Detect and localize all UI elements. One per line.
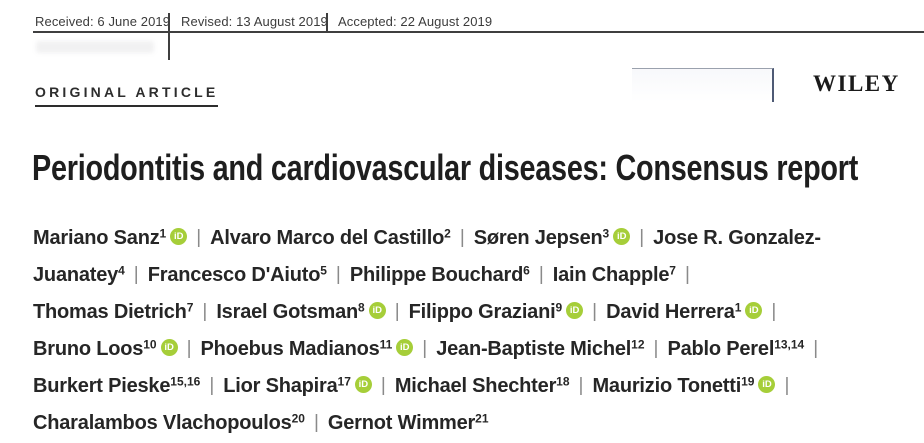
- author-affiliation-superscript: 15,16: [170, 374, 201, 389]
- author-affiliation-superscript: 19: [741, 374, 755, 389]
- author-separator: |: [186, 338, 192, 359]
- author-separator: |: [538, 264, 544, 285]
- author-affiliation-superscript: 6: [523, 263, 530, 278]
- author-name: Iain Chapple: [552, 264, 670, 286]
- article-type-label: ORIGINAL ARTICLE: [35, 84, 219, 107]
- author-name: Thomas Dietrich: [33, 301, 187, 323]
- author-line: Juanatey4 | Francesco D'Aiuto5 | Philippe Bo…: [33, 256, 918, 293]
- orcid-icon[interactable]: iD: [396, 339, 414, 356]
- meta-divider-2: [326, 13, 328, 31]
- author-line: Burkert Pieske15,16 | Lior Shapira17 iD | Mic…: [33, 367, 918, 404]
- received-date: Received: 6 June 2019: [35, 14, 171, 29]
- orcid-icon[interactable]: iD: [566, 302, 584, 319]
- author-separator: |: [771, 301, 777, 322]
- author-name: Filippo Graziani: [408, 301, 556, 323]
- author-separator: |: [133, 264, 139, 285]
- author-affiliation-superscript: 13,14: [774, 337, 805, 352]
- author-name: Jean-Baptiste Michel: [436, 338, 632, 360]
- author-line: Bruno Loos10 iD | Phoebus Madianos11 iD | Jean…: [33, 330, 918, 367]
- author-name: Pablo Perel: [667, 338, 775, 360]
- author-affiliation-superscript: 8: [358, 300, 365, 315]
- author-name: Philippe Bouchard: [349, 264, 524, 286]
- author-affiliation-superscript: 17: [337, 374, 351, 389]
- journal-logo-placeholder: [632, 68, 774, 102]
- author-affiliation-superscript: 3: [602, 226, 610, 241]
- author-affiliation-superscript: 5: [320, 263, 327, 278]
- orcid-icon[interactable]: iD: [368, 302, 386, 319]
- author-name: Phoebus Madianos: [200, 338, 380, 360]
- author-name: Alvaro Marco del Castillo: [210, 227, 445, 249]
- author-name: Francesco D'Aiuto: [147, 264, 321, 286]
- author-name: Juanatey: [33, 264, 119, 286]
- accepted-date: Accepted: 22 August 2019: [338, 14, 493, 29]
- author-separator: |: [459, 227, 465, 248]
- header-rule: [33, 31, 924, 33]
- author-separator: |: [335, 264, 341, 285]
- author-separator: |: [653, 338, 659, 359]
- author-affiliation-superscript: 1: [159, 226, 167, 241]
- orcid-icon[interactable]: iD: [613, 228, 631, 245]
- author-affiliation-superscript: 4: [118, 263, 125, 278]
- author-affiliation-superscript: 12: [631, 337, 645, 352]
- orcid-icon[interactable]: iD: [354, 376, 372, 393]
- author-affiliation-superscript: 11: [379, 337, 393, 352]
- author-separator: |: [784, 375, 790, 396]
- author-name: Michael Shechter: [394, 375, 557, 397]
- orcid-icon[interactable]: iD: [160, 339, 178, 356]
- wiley-logo: WILEY: [813, 71, 900, 96]
- author-name: Jose R. Gonzalez-: [653, 227, 821, 249]
- author-separator: |: [209, 375, 215, 396]
- faded-text-smudge: [36, 41, 154, 53]
- author-separator: |: [380, 375, 386, 396]
- orcid-icon[interactable]: iD: [745, 302, 763, 319]
- author-name: Søren Jepsen: [473, 227, 603, 249]
- author-affiliation-superscript: 7: [186, 300, 194, 315]
- revised-date: Revised: 13 August 2019: [181, 14, 328, 29]
- meta-divider-1: [168, 13, 170, 60]
- page-title: Periodontitis and cardiovascular disease…: [32, 147, 859, 188]
- author-affiliation-superscript: 10: [143, 337, 157, 352]
- author-separator: |: [578, 375, 584, 396]
- author-name: Burkert Pieske: [33, 375, 171, 397]
- author-separator: |: [813, 338, 819, 359]
- author-line: Mariano Sanz1 iD | Alvaro Marco del Castill…: [33, 219, 918, 256]
- author-affiliation-superscript: 7: [669, 263, 676, 278]
- author-name: Bruno Loos: [33, 338, 144, 360]
- author-affiliation-superscript: 20: [291, 411, 305, 426]
- author-affiliation-superscript: 2: [444, 226, 451, 241]
- author-name: Mariano Sanz: [33, 227, 160, 249]
- author-name: Gernot Wimmer: [327, 412, 476, 434]
- author-line: Thomas Dietrich7 | Israel Gotsman8 iD | Filip…: [33, 293, 918, 330]
- author-list: Mariano Sanz1 iD | Alvaro Marco del Castill…: [33, 219, 918, 441]
- author-affiliation-superscript: 21: [475, 411, 489, 426]
- author-line: Charalambos Vlachopoulos20 | Gernot Wimmer…: [33, 404, 918, 441]
- author-affiliation-superscript: 9: [555, 300, 563, 315]
- author-name: Charalambos Vlachopoulos: [33, 412, 292, 434]
- author-separator: |: [202, 301, 208, 322]
- author-separator: |: [196, 227, 202, 248]
- author-separator: |: [592, 301, 598, 322]
- author-separator: |: [394, 301, 400, 322]
- author-affiliation-superscript: 18: [556, 374, 570, 389]
- author-affiliation-superscript: 1: [734, 300, 742, 315]
- author-name: Lior Shapira: [223, 375, 338, 397]
- author-separator: |: [684, 264, 690, 285]
- author-separator: |: [313, 412, 319, 433]
- author-name: Maurizio Tonetti: [592, 375, 742, 397]
- author-name: David Herrera: [606, 301, 735, 323]
- author-separator: |: [422, 338, 428, 359]
- orcid-icon[interactable]: iD: [170, 228, 188, 245]
- author-name: Israel Gotsman: [216, 301, 359, 323]
- author-separator: |: [639, 227, 645, 248]
- orcid-icon[interactable]: iD: [758, 376, 776, 393]
